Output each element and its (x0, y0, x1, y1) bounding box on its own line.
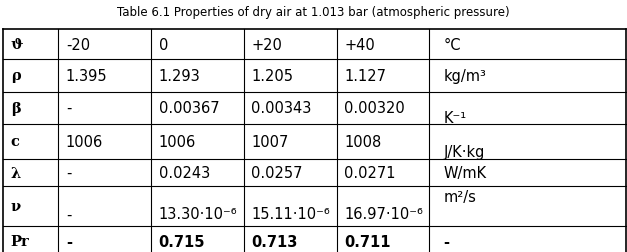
Text: 0.711: 0.711 (344, 234, 391, 249)
Text: c: c (11, 135, 19, 149)
Text: °C: °C (443, 38, 461, 53)
Text: 0.713: 0.713 (251, 234, 298, 249)
Text: -: - (66, 234, 72, 249)
Text: W/mK: W/mK (443, 165, 487, 180)
Text: 0.0243: 0.0243 (159, 165, 210, 180)
Text: -: - (66, 206, 71, 222)
Text: 15.11·10⁻⁶: 15.11·10⁻⁶ (251, 206, 330, 222)
Text: ρ: ρ (11, 69, 20, 83)
Text: kg/m³: kg/m³ (443, 69, 486, 84)
Text: -: - (443, 234, 450, 249)
Text: β: β (11, 101, 20, 115)
Text: Pr: Pr (11, 234, 29, 248)
Text: 0.715: 0.715 (159, 234, 205, 249)
Text: 1006: 1006 (66, 134, 103, 149)
Text: 1006: 1006 (159, 134, 196, 149)
Text: Table 6.1 Properties of dry air at 1.013 bar (atmospheric pressure): Table 6.1 Properties of dry air at 1.013… (117, 6, 510, 19)
Text: m²/s: m²/s (443, 189, 476, 204)
Text: 1.293: 1.293 (159, 69, 201, 84)
Text: -20: -20 (66, 38, 90, 53)
Text: K⁻¹: K⁻¹ (443, 111, 466, 126)
Text: ϑ: ϑ (11, 38, 23, 52)
Text: 1.205: 1.205 (251, 69, 293, 84)
Text: 0.00343: 0.00343 (251, 101, 312, 116)
Text: λ: λ (11, 166, 21, 180)
Text: J/K·kg: J/K·kg (443, 144, 485, 160)
Text: 1.395: 1.395 (66, 69, 107, 84)
Text: 0.0271: 0.0271 (344, 165, 396, 180)
Text: 1.127: 1.127 (344, 69, 386, 84)
Text: 1008: 1008 (344, 134, 381, 149)
Text: +40: +40 (344, 38, 375, 53)
Text: 0: 0 (159, 38, 168, 53)
Text: 0.0257: 0.0257 (251, 165, 303, 180)
Text: 16.97·10⁻⁶: 16.97·10⁻⁶ (344, 206, 423, 222)
Text: -: - (66, 101, 71, 116)
Text: 1007: 1007 (251, 134, 289, 149)
Text: +20: +20 (251, 38, 282, 53)
Text: 0.00320: 0.00320 (344, 101, 405, 116)
Text: ν: ν (11, 199, 21, 213)
Text: 13.30·10⁻⁶: 13.30·10⁻⁶ (159, 206, 237, 222)
Text: -: - (66, 165, 71, 180)
Text: 0.00367: 0.00367 (159, 101, 219, 116)
